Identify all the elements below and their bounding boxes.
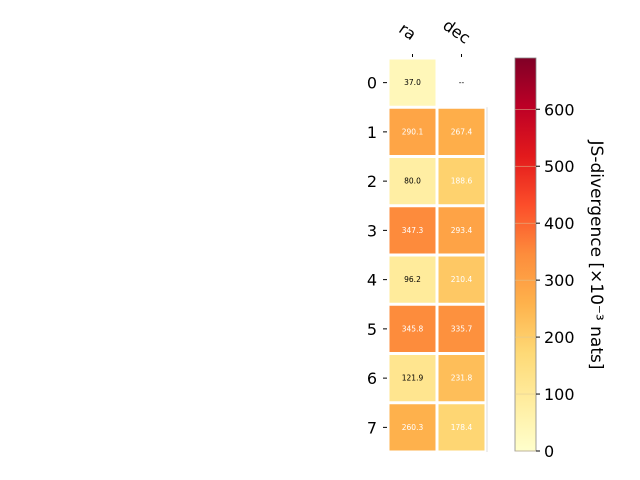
heatmap-cell [389, 355, 436, 402]
column-label: ra [395, 19, 419, 44]
cell-label: 293.4 [451, 226, 473, 235]
colorbar-tick-label: 500 [544, 157, 575, 176]
heatmap-cell [389, 207, 436, 254]
colorbar-tick-label: 600 [544, 100, 575, 119]
colorbar-gradient [514, 57, 537, 452]
colorbar-tick-label: 300 [544, 271, 575, 290]
column-labels: ra dec [395, 15, 474, 57]
heatmap-cell [389, 59, 436, 106]
colorbar-label: JS-divergence [×10⁻³ nats] [586, 140, 606, 370]
cell-label: 96.2 [404, 275, 421, 284]
row-label: 0 [367, 74, 377, 93]
cell-label: -- [459, 78, 465, 87]
row-label: 4 [367, 271, 377, 290]
heatmap-cell [389, 108, 436, 155]
heatmap-cell [438, 207, 485, 254]
cell-label: 178.4 [451, 423, 473, 432]
cell-label: 231.8 [451, 374, 473, 383]
heatmap-cell [438, 158, 485, 205]
row-label: 1 [367, 123, 377, 142]
colorbar-tick-label: 100 [544, 385, 575, 404]
heatmap-grid: 37.0 -- 290.1 267.4 80.0 188.6 347.3 293.4 96.2 2… [389, 59, 488, 452]
colorbar: 0 100 200 300 400 500 600 JS-divergence [×10⁻³… [514, 57, 606, 461]
colorbar-tick-label: 200 [544, 328, 575, 347]
column-label: dec [439, 15, 473, 47]
colorbar-tick-label: 400 [544, 214, 575, 233]
cell-label: 290.1 [402, 127, 424, 136]
row-label: 3 [367, 221, 377, 240]
cell-label: 188.6 [451, 177, 473, 186]
heatmap-cell [389, 158, 436, 205]
heatmap-cell [438, 355, 485, 402]
cell-label: 267.4 [451, 127, 473, 136]
heatmap-cell [438, 256, 485, 303]
cell-label: 345.8 [402, 324, 424, 333]
heatmap-cell [389, 404, 436, 451]
cell-label: 347.3 [402, 226, 424, 235]
heatmap-cell [438, 305, 485, 352]
heatmap-cell [438, 404, 485, 451]
cell-label: 37.0 [404, 78, 421, 87]
colorbar-ticks: 0 100 200 300 400 500 600 [515, 100, 575, 461]
cell-label: 210.4 [451, 275, 473, 284]
row-label: 7 [367, 418, 377, 437]
colorbar-tick-label: 0 [544, 442, 554, 461]
heatmap-cell [389, 256, 436, 303]
cell-label: 121.9 [402, 374, 424, 383]
cell-label: 80.0 [404, 177, 421, 186]
heatmap-cell [438, 108, 485, 155]
row-label: 2 [367, 172, 377, 191]
row-label: 6 [367, 369, 377, 388]
cell-label: 260.3 [402, 423, 424, 432]
cell-label: 335.7 [451, 324, 473, 333]
row-label: 5 [367, 320, 377, 339]
row-labels: 0 1 2 3 4 5 6 7 [367, 74, 387, 437]
heatmap-cell [389, 305, 436, 352]
